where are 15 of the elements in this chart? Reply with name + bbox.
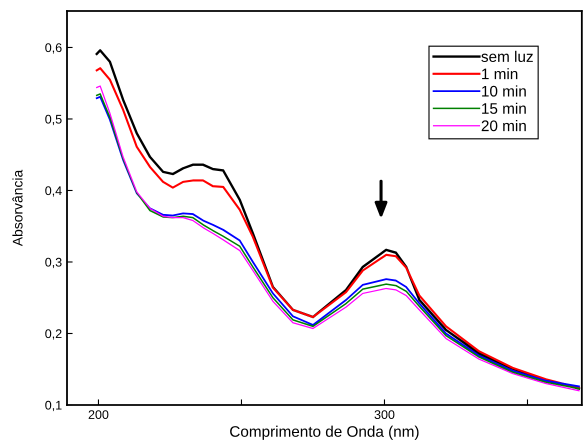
legend-label: sem luz — [481, 50, 533, 62]
legend-label: 20 min — [482, 120, 526, 132]
y-axis-title: Absorvância — [12, 170, 23, 246]
x-tick-label: 300 — [374, 410, 394, 420]
x-axis-title: Comprimento de Onda (nm) — [230, 426, 419, 440]
x-tick-label: 200 — [88, 410, 108, 420]
legend-label: 15 min — [482, 102, 526, 114]
y-tick-label: 0,3 — [45, 258, 62, 268]
legend-label: 1 min — [482, 68, 518, 80]
y-tick-label: 0,1 — [45, 400, 62, 412]
y-tick-label: 0,2 — [45, 329, 62, 340]
y-tick-label: 0,5 — [45, 114, 62, 126]
y-tick-label: 0,4 — [45, 186, 62, 197]
y-tick-label: 0,6 — [45, 43, 62, 54]
legend-label: 10 min — [482, 85, 526, 97]
